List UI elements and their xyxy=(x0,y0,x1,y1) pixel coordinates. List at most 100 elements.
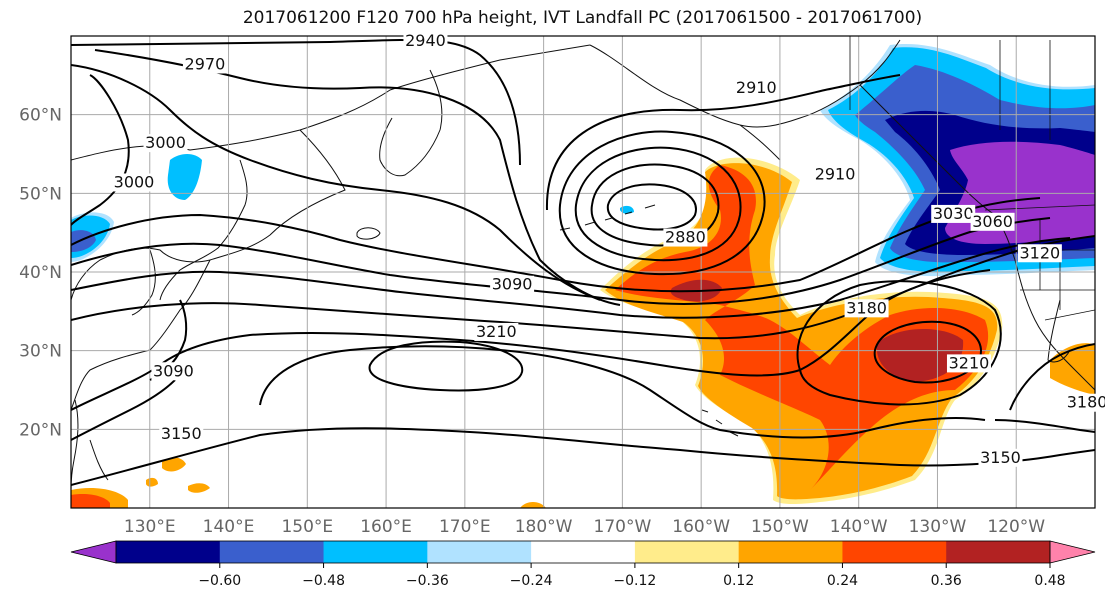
contour-label-4: 2910 xyxy=(736,78,777,97)
colorbar-tick-label-6: 0.24 xyxy=(827,573,858,589)
colorbar-segment-7 xyxy=(738,541,843,563)
contour-label-2: 3000 xyxy=(114,172,155,191)
colorbar-tick-label-2: −0.36 xyxy=(406,573,449,589)
colorbar-tick-label-7: 0.36 xyxy=(931,573,962,589)
ivt-positive-sw-corner-red xyxy=(71,493,110,508)
colorbar: −0.60 −0.48 −0.36 −0.24 −0.12 0.12 0.24 0.36 0.4… xyxy=(70,540,1096,589)
contour-3030 xyxy=(71,197,1041,293)
border-canada-us xyxy=(984,204,1095,211)
coastline-japan xyxy=(159,159,248,301)
contour-3060 xyxy=(71,217,1051,305)
colorbar-segment-9 xyxy=(946,541,1051,563)
contour-3210-west xyxy=(368,340,524,392)
colorbar-extend-high xyxy=(1049,540,1096,564)
coastline-korea xyxy=(131,249,156,316)
colorbar-segment-6 xyxy=(634,541,740,563)
contour-3090 xyxy=(71,237,1071,319)
contour-label-bg-7 xyxy=(931,204,976,223)
contour-3180-west xyxy=(259,345,986,439)
contour-label-8: 3060 xyxy=(972,212,1013,231)
contour-label-16: 3150 xyxy=(980,448,1021,467)
colorbar-tick-label-3: −0.24 xyxy=(510,573,553,589)
contour-label-bg-5 xyxy=(813,165,858,184)
map-title: 2017061200 F120 700 hPa height, IVT Land… xyxy=(242,8,923,28)
colorbar-outline xyxy=(115,540,1051,564)
lat-label-1: 50°N xyxy=(19,184,62,204)
contour-3180-east xyxy=(1009,343,1095,411)
contour-2910-inner xyxy=(590,163,720,247)
lon-label-5: 180°W xyxy=(515,517,573,537)
contour-label-17: 3180 xyxy=(1067,393,1105,412)
lon-label-10: 130°W xyxy=(909,517,967,537)
colorbar-segment-4 xyxy=(427,541,532,563)
coastline-kamchatka xyxy=(379,69,443,177)
lon-label-7: 160°W xyxy=(672,517,730,537)
ivt-negative-small-blob xyxy=(620,205,634,214)
contour-label-bg-12 xyxy=(474,322,519,341)
ivt-positive-south-blob xyxy=(520,502,546,508)
contour-2880 xyxy=(606,183,697,231)
colorbar-tick-label-4: −0.12 xyxy=(613,573,656,589)
border-us-mexico xyxy=(1044,309,1095,321)
ivt-positive-red xyxy=(615,165,989,490)
lon-label-1: 140°E xyxy=(203,517,255,537)
contour-3150-west xyxy=(71,269,991,411)
contour-label-bg-3 xyxy=(143,134,188,153)
contour-label-bg-10 xyxy=(490,275,535,294)
contour-2910-outer xyxy=(545,74,901,211)
contour-label-bg-11 xyxy=(844,299,889,318)
contour-label-bg-6 xyxy=(663,228,708,247)
contour-label-bg-15 xyxy=(159,425,204,444)
contour-label-bg-1 xyxy=(182,55,227,74)
contour-3120-lower xyxy=(994,419,1095,433)
contour-label-1: 2970 xyxy=(185,54,226,73)
contour-ring-3 xyxy=(574,146,742,262)
colorbar-segment-3 xyxy=(323,541,428,563)
colorbar-tick-label-5: 0.12 xyxy=(723,573,754,589)
contour-label-12: 3210 xyxy=(476,322,517,341)
colorbar-segment-8 xyxy=(842,541,947,563)
contour-label-15: 3150 xyxy=(161,424,202,443)
coastline-aleutians xyxy=(559,204,656,231)
contour-label-bg-0 xyxy=(403,31,448,50)
lon-label-4: 170°E xyxy=(439,517,491,537)
coastline-island-circle xyxy=(356,227,381,240)
contour-label-bg-8 xyxy=(970,212,1015,231)
latitude-labels: 60°N 50°N 40°N 30°N 20°N xyxy=(19,106,62,441)
contour-label-bg-13 xyxy=(946,354,991,373)
contour-label-6: 2880 xyxy=(665,228,706,247)
colorbar-tick-label-8: 0.48 xyxy=(1034,573,1065,589)
contour-label-10: 3090 xyxy=(492,275,533,294)
contour-3000-west xyxy=(71,64,601,301)
contour-label-3: 3000 xyxy=(145,133,186,152)
ivt-positive-islands xyxy=(146,457,210,493)
contour-label-bg-2 xyxy=(112,173,157,192)
colorbar-segment-2 xyxy=(219,541,325,563)
lon-label-0: 130°E xyxy=(124,517,176,537)
contour-3120 xyxy=(71,235,1095,340)
contour-label-0: 2940 xyxy=(405,31,446,50)
lat-label-4: 20°N xyxy=(19,420,62,440)
contour-ring-4 xyxy=(558,130,766,276)
contour-label-9: 3120 xyxy=(1020,243,1061,262)
lon-label-11: 120°W xyxy=(987,517,1045,537)
lon-label-9: 140°W xyxy=(830,517,888,537)
lon-label-2: 150°E xyxy=(281,517,333,537)
map-frame xyxy=(70,35,1096,509)
contour-label-13: 3210 xyxy=(949,353,990,372)
coastline-na-west xyxy=(859,84,1095,391)
contour-label-bg-14 xyxy=(151,362,196,381)
contour-label-bg-9 xyxy=(1017,244,1062,263)
contour-3150-sw xyxy=(71,379,176,441)
lon-label-6: 170°W xyxy=(594,517,652,537)
contour-label-5: 2910 xyxy=(815,165,856,184)
lon-label-3: 160°E xyxy=(360,517,412,537)
colorbar-segment-5 xyxy=(531,541,636,563)
longitude-labels: 130°E 140°E 150°E 160°E 170°E 180°W 170°W 160°W… xyxy=(124,517,1045,537)
lat-label-0: 60°N xyxy=(19,106,62,126)
contour-label-bg-16 xyxy=(978,448,1023,467)
contour-label-11: 3180 xyxy=(846,298,887,317)
lat-label-2: 40°N xyxy=(19,263,62,283)
